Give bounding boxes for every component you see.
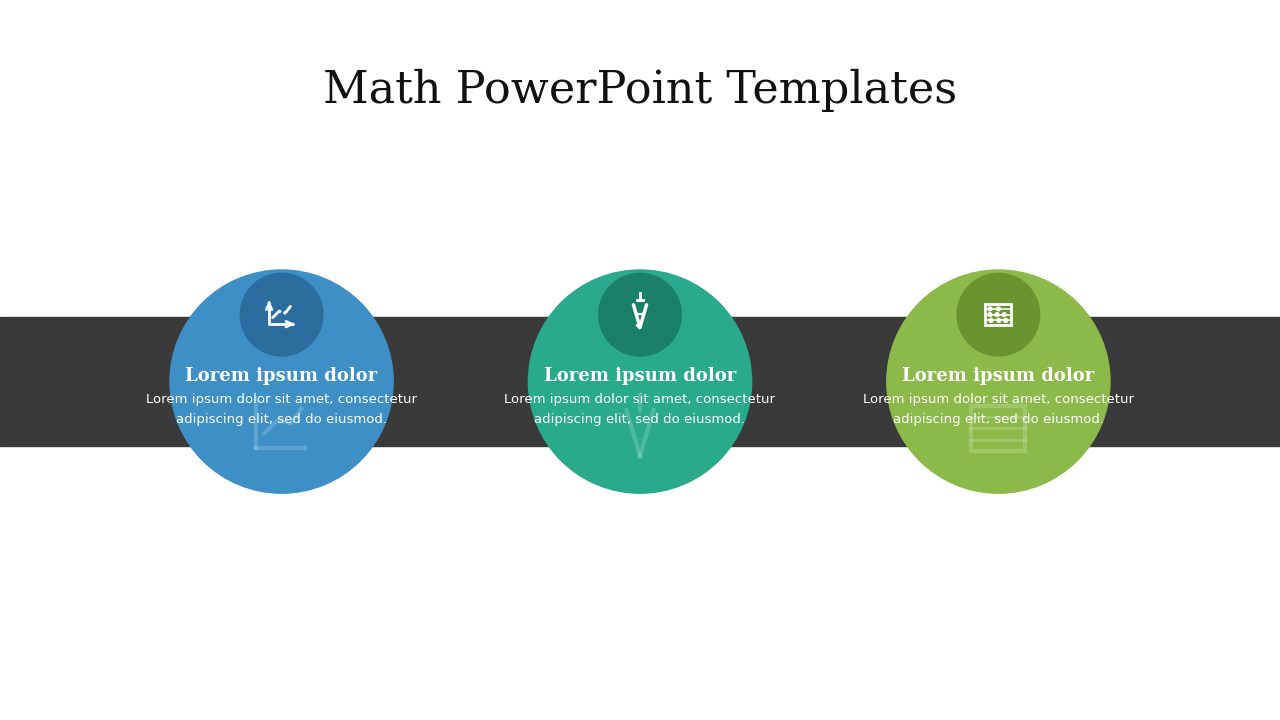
Circle shape [1004,318,1007,323]
Circle shape [170,270,393,493]
Circle shape [996,307,1001,311]
Circle shape [241,274,323,356]
Circle shape [1002,312,1006,317]
Circle shape [997,318,1001,323]
Bar [0,317,1280,446]
Circle shape [887,270,1110,493]
Text: Lorem ipsum dolor: Lorem ipsum dolor [186,367,378,385]
Text: Lorem ipsum dolor sit amet, consectetur
adipiscing elit, sed do eiusmod.: Lorem ipsum dolor sit amet, consectetur … [146,394,417,426]
Bar [972,406,1025,451]
Text: Lorem ipsum dolor sit amet, consectetur
adipiscing elit, sed do eiusmod.: Lorem ipsum dolor sit amet, consectetur … [504,394,776,426]
Circle shape [957,274,1039,356]
Text: Math PowerPoint Templates: Math PowerPoint Templates [323,68,957,112]
Circle shape [995,312,998,317]
Circle shape [989,318,993,323]
Circle shape [529,270,751,493]
Bar [986,304,1011,325]
Circle shape [599,274,681,356]
Circle shape [988,312,992,317]
Circle shape [988,307,992,311]
Text: Lorem ipsum dolor: Lorem ipsum dolor [544,367,736,385]
Text: Lorem ipsum dolor sit amet, consectetur
adipiscing elit, sed do eiusmod.: Lorem ipsum dolor sit amet, consectetur … [863,394,1134,426]
Text: Lorem ipsum dolor: Lorem ipsum dolor [902,367,1094,385]
